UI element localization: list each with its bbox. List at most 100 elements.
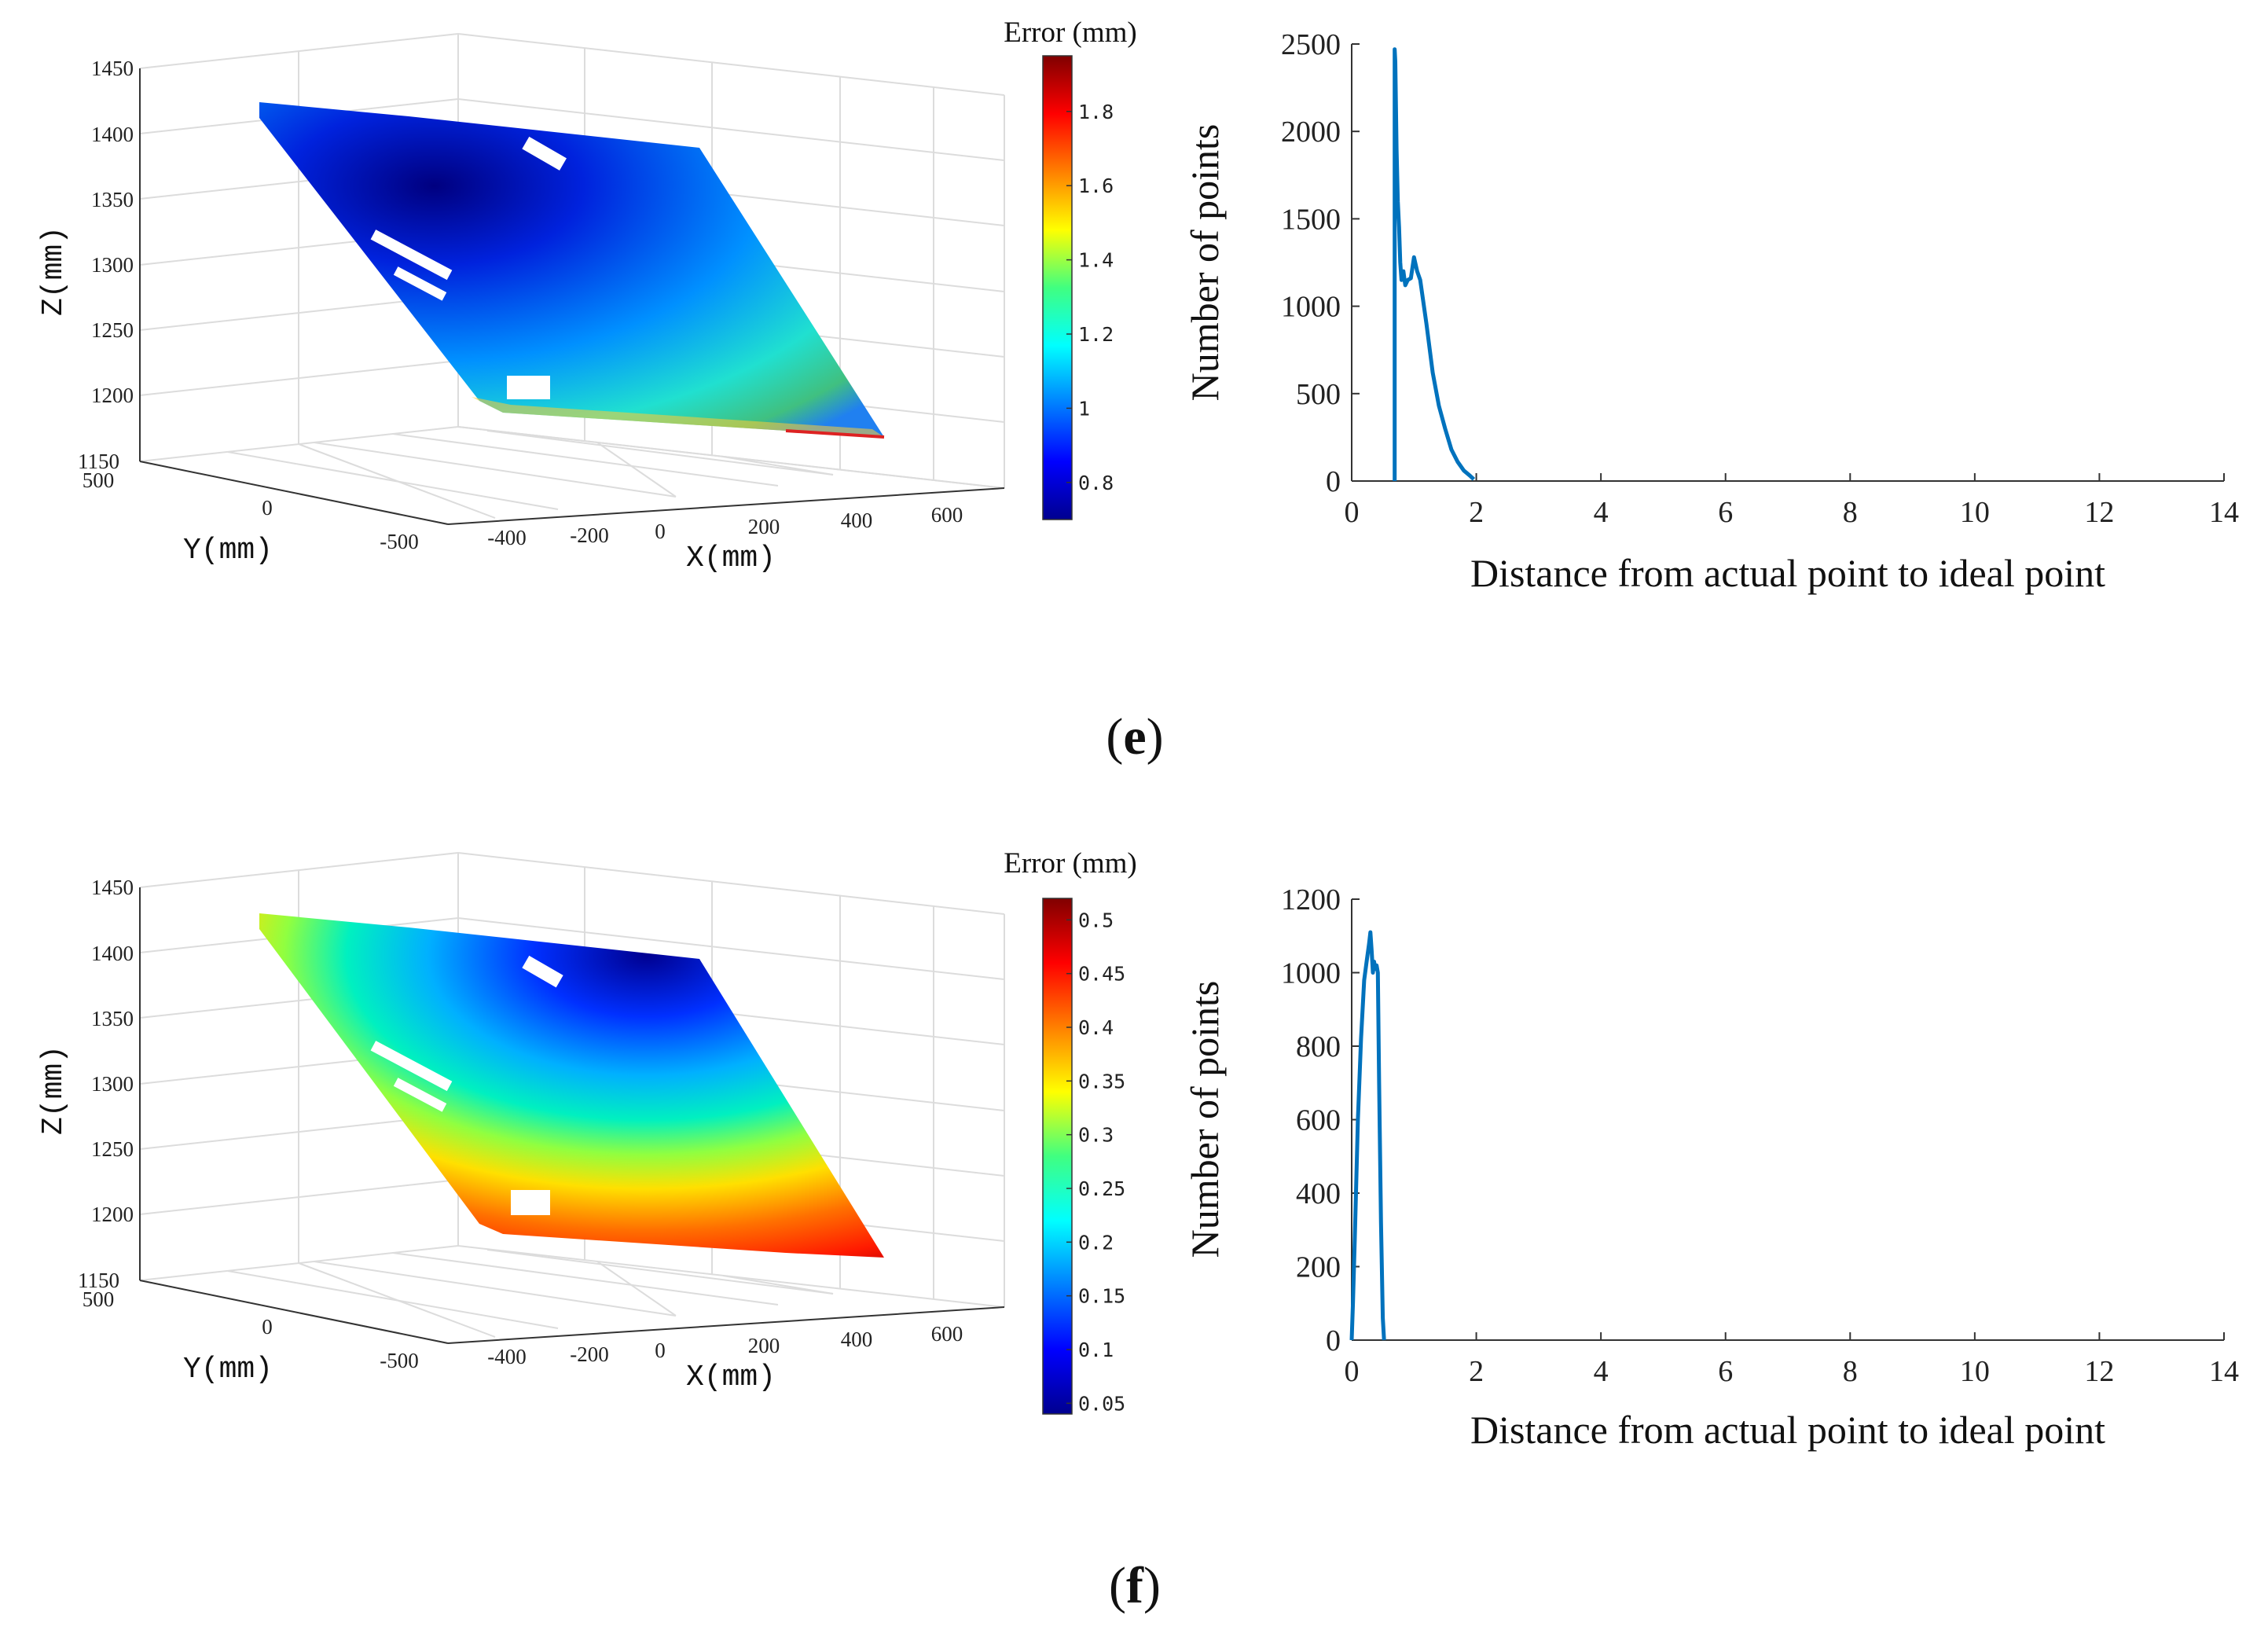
colorbar-tick-label: 1.8 <box>1078 101 1114 123</box>
hist-xlabel-f: Distance from actual point to ideal poin… <box>1470 1408 2105 1452</box>
colorbar-title-f: Error (mm) <box>1004 847 1137 880</box>
x-tick-label: 0 <box>1345 496 1360 529</box>
colorbar-tick-label: 0.2 <box>1078 1231 1114 1254</box>
x-tick-label: 6 <box>1718 496 1733 529</box>
x-tick-label: 12 <box>2084 1355 2114 1388</box>
y-ticks-e: 500 0 -500 <box>83 468 419 553</box>
colorbar-tick-label: 1.2 <box>1078 323 1114 346</box>
point-cloud-edge-e <box>472 397 884 437</box>
y-tick-label: 1200 <box>1281 883 1341 916</box>
colorbar-tick-label: 0.1 <box>1078 1339 1114 1361</box>
z-tick: 1450 <box>91 57 134 80</box>
colorbar-tick-label: 0.15 <box>1078 1285 1125 1308</box>
z-tick: 1250 <box>91 1137 134 1161</box>
y-tick-label: 0 <box>1326 1324 1341 1357</box>
z-tick: 1150 <box>78 1269 119 1292</box>
hist-ylabel-e: Number of points <box>1183 124 1227 402</box>
hist-ticks-f: 0 2 4 6 8 10 12 14 0 200 400 600 800 1000 1200 <box>1281 883 2239 1388</box>
x-tick-label: 10 <box>1960 496 1990 529</box>
z-tick: 1400 <box>91 123 134 146</box>
y-tick-label: 200 <box>1296 1251 1341 1284</box>
x-tick-label: 8 <box>1843 1355 1858 1388</box>
figure-panel-f: 1450 1400 1350 1300 1250 1200 1150 500 0… <box>0 819 2268 1638</box>
z-tick: 1400 <box>91 942 134 965</box>
axes-3d-e <box>139 68 1005 525</box>
scatter3d-e: 1450 1400 1350 1300 1250 1200 1150 500 0… <box>37 33 1005 575</box>
x-tick-label: 2 <box>1469 496 1484 529</box>
x-tick: 200 <box>748 515 780 538</box>
y-axis-label-e: Y(mm) <box>183 534 273 567</box>
y-tick: -500 <box>380 530 419 553</box>
y-tick: 0 <box>262 496 273 520</box>
colorbar-tick-label: 1.4 <box>1078 249 1114 272</box>
colorbar-tick-label: 0.25 <box>1078 1177 1125 1200</box>
y-tick-label: 1500 <box>1281 203 1341 236</box>
x-ticks-e: -400 -200 0 200 400 600 <box>487 503 963 549</box>
hist-series-line-f <box>1349 930 1386 1341</box>
x-tick-label: 14 <box>2209 496 2239 529</box>
y-tick-label: 800 <box>1296 1030 1341 1063</box>
x-tick-label: 4 <box>1594 496 1609 529</box>
hist-series-line-e <box>1393 47 1476 481</box>
y-tick-label: 0 <box>1326 465 1341 498</box>
colorbar-tick-label: 0.3 <box>1078 1124 1114 1147</box>
z-tick: 1250 <box>91 318 134 342</box>
colorbar-tick-label: 0.5 <box>1078 909 1114 931</box>
x-tick: 0 <box>655 520 666 543</box>
x-tick-label: 12 <box>2084 496 2114 529</box>
y-tick: 500 <box>83 468 115 492</box>
point-cloud-red-edge-e <box>785 429 885 439</box>
z-axis-label-f: Z(mm) <box>37 1045 71 1135</box>
histogram-e: 0 2 4 6 8 10 12 14 0 500 1000 1500 2000 2500 Number o… <box>1183 28 2239 595</box>
panel-f-svg: 1450 1400 1350 1300 1250 1200 1150 500 0… <box>37 847 2239 1452</box>
point-cloud-e <box>259 102 884 437</box>
y-tick-label: 2000 <box>1281 116 1341 149</box>
x-tick: -200 <box>570 523 609 547</box>
y-tick-label: 1000 <box>1281 291 1341 324</box>
x-tick: 200 <box>748 1334 780 1357</box>
caption-e: (e) <box>1106 708 1164 766</box>
colorbar-f: Error (mm) 0.50.450.40.350.30.250.20.150… <box>1004 847 1137 1415</box>
cloud-holes-e <box>370 136 567 399</box>
colorbar-ticks-e: 1.8 1.6 1.4 1.2 1 0.8 <box>1066 101 1114 494</box>
colorbar-tick-label: 0.8 <box>1078 472 1114 494</box>
colorbar-tick-label: 1.6 <box>1078 174 1114 197</box>
y-tick-label: 400 <box>1296 1177 1341 1210</box>
y-ticks-f: 500 0 -500 <box>83 1287 419 1372</box>
x-tick: 400 <box>841 1328 873 1351</box>
cloud-holes-f <box>370 955 563 1215</box>
x-tick-label: 2 <box>1469 1355 1484 1388</box>
hist-ticks-e: 0 2 4 6 8 10 12 14 0 500 1000 1500 2000 2500 <box>1281 28 2239 529</box>
colorbar-e: Error (mm) 1.8 1.6 1.4 1.2 1 0.8 <box>1004 17 1137 520</box>
axes-3d-f <box>139 887 1005 1344</box>
x-tick: -200 <box>570 1342 609 1366</box>
point-cloud-f <box>259 913 884 1258</box>
x-tick-label: 4 <box>1594 1355 1609 1388</box>
y-tick: -500 <box>380 1349 419 1372</box>
x-axis-label-e: X(mm) <box>686 542 776 575</box>
x-tick: 600 <box>931 1322 963 1346</box>
panel-e-svg: 1450 1400 1350 1300 1250 1200 1150 500 0… <box>37 17 2239 595</box>
x-axis-label-f: X(mm) <box>686 1361 776 1394</box>
colorbar-gradient-e <box>1042 55 1073 520</box>
z-tick: 1300 <box>91 253 134 277</box>
x-tick: -400 <box>487 526 527 549</box>
y-tick: 0 <box>262 1315 273 1339</box>
colorbar-tick-label: 0.45 <box>1078 963 1125 986</box>
z-tick: 1300 <box>91 1072 134 1096</box>
z-tick: 1350 <box>91 1007 134 1030</box>
y-tick-label: 1000 <box>1281 957 1341 990</box>
y-tick-label: 600 <box>1296 1104 1341 1137</box>
figure-panel-e: 1450 1400 1350 1300 1250 1200 1150 500 0… <box>37 17 2239 766</box>
x-tick-label: 14 <box>2209 1355 2239 1388</box>
x-tick: 0 <box>655 1339 666 1362</box>
x-ticks-f: -400 -200 0 200 400 600 <box>487 1322 963 1368</box>
x-tick-label: 0 <box>1345 1355 1360 1388</box>
y-axis-label-f: Y(mm) <box>183 1353 273 1386</box>
z-ticks-e: 1450 1400 1350 1300 1250 1200 1150 <box>78 57 134 473</box>
colorbar-tick-label: 0.35 <box>1078 1070 1125 1093</box>
z-tick: 1200 <box>91 1203 134 1226</box>
caption-f: (f) <box>1109 1557 1161 1614</box>
scatter3d-f: 1450 1400 1350 1300 1250 1200 1150 500 0… <box>37 852 1005 1394</box>
y-tick: 500 <box>83 1287 115 1311</box>
